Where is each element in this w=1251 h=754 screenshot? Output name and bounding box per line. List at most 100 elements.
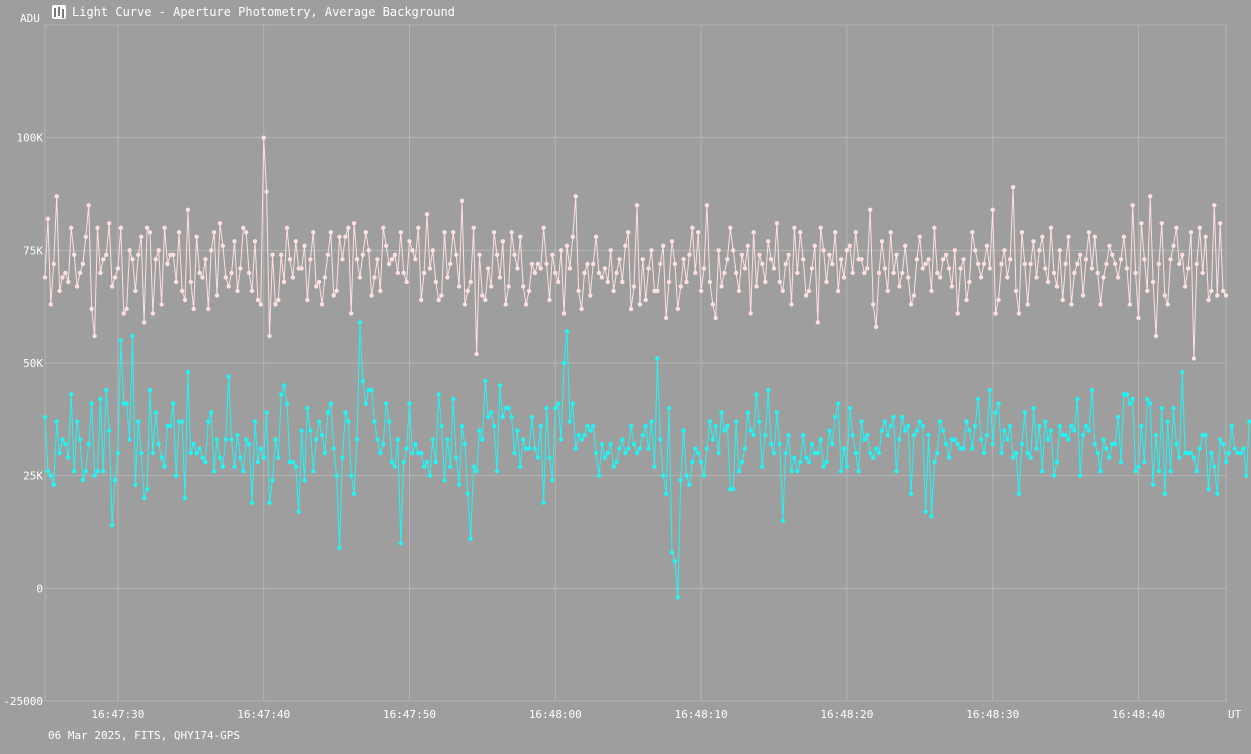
data-point <box>955 311 960 316</box>
data-point <box>783 261 788 267</box>
data-point <box>1031 405 1036 411</box>
data-point <box>384 243 389 248</box>
data-point <box>827 252 832 257</box>
data-point <box>655 356 660 361</box>
data-point <box>421 270 427 276</box>
data-point <box>926 257 931 262</box>
data-point <box>1148 401 1153 406</box>
light-curve-app-icon[interactable] <box>52 5 66 19</box>
data-point <box>1066 437 1071 442</box>
data-point <box>999 450 1004 456</box>
data-point <box>290 459 296 465</box>
data-point <box>1028 455 1033 460</box>
data-point <box>550 478 555 483</box>
x-tick-label: 16:47:30 <box>91 708 144 721</box>
data-point <box>83 469 89 474</box>
data-point <box>661 243 666 248</box>
data-point <box>179 288 185 294</box>
data-point <box>267 333 272 339</box>
data-point <box>439 293 444 298</box>
data-point <box>553 270 558 276</box>
data-point <box>1203 234 1208 239</box>
data-point <box>1191 356 1197 361</box>
data-point <box>471 225 476 230</box>
data-point <box>176 230 182 235</box>
data-point <box>696 450 701 456</box>
data-point <box>351 491 357 496</box>
data-point <box>410 248 415 253</box>
data-point <box>60 437 65 442</box>
data-point <box>532 446 538 451</box>
data-point <box>646 446 651 451</box>
data-point <box>220 243 226 248</box>
data-point <box>538 266 543 271</box>
data-point <box>255 459 261 465</box>
data-point <box>372 275 377 280</box>
data-point <box>95 469 100 474</box>
data-point <box>666 279 672 285</box>
data-point <box>197 270 202 276</box>
data-point <box>1139 423 1144 429</box>
data-point <box>844 464 850 469</box>
data-point <box>990 207 995 212</box>
data-point <box>827 428 832 433</box>
data-point <box>200 455 205 460</box>
data-point <box>710 437 715 442</box>
data-point <box>1043 419 1048 424</box>
data-point <box>544 405 549 411</box>
data-point <box>229 270 234 276</box>
data-point <box>649 419 654 424</box>
x-tick-label: 16:48:10 <box>675 708 728 721</box>
data-point <box>780 518 785 523</box>
data-point <box>404 446 409 451</box>
data-point <box>1025 302 1030 307</box>
data-point <box>1150 279 1156 285</box>
observation-caption: 06 Mar 2025, FITS, QHY174-GPS <box>48 729 241 742</box>
data-point <box>774 410 780 415</box>
data-point <box>246 441 252 447</box>
data-point <box>1139 221 1144 226</box>
data-point <box>150 450 156 456</box>
data-point <box>938 419 943 424</box>
data-point <box>1177 261 1182 267</box>
data-point <box>214 293 220 298</box>
data-point <box>798 230 803 235</box>
data-point <box>856 469 861 474</box>
data-point <box>328 230 333 235</box>
data-point <box>89 306 94 312</box>
data-point <box>299 428 304 433</box>
data-point <box>678 284 683 289</box>
data-point <box>223 437 228 442</box>
data-point <box>812 243 817 248</box>
data-point <box>940 257 946 262</box>
data-point <box>1104 446 1109 451</box>
data-point <box>996 297 1001 303</box>
data-point <box>241 225 246 230</box>
data-point <box>611 288 616 294</box>
x-tick-label: 16:48:40 <box>1112 708 1165 721</box>
data-point <box>643 297 648 303</box>
data-point <box>701 266 707 271</box>
data-point <box>1188 450 1194 456</box>
data-point <box>1002 248 1007 253</box>
data-point <box>987 266 992 271</box>
x-tick-label: 16:47:40 <box>237 708 290 721</box>
data-point <box>1197 225 1203 230</box>
data-point <box>806 459 812 465</box>
data-point <box>69 225 74 230</box>
data-point <box>252 419 258 424</box>
data-point <box>104 387 109 393</box>
data-point <box>77 437 83 442</box>
data-point <box>815 320 820 325</box>
data-point <box>847 405 852 411</box>
data-point <box>72 252 77 257</box>
data-point <box>372 419 377 424</box>
data-point <box>780 288 785 294</box>
data-point <box>249 288 255 294</box>
data-point <box>623 450 628 456</box>
data-point <box>821 248 826 253</box>
data-point <box>1150 482 1156 487</box>
data-point <box>938 275 943 280</box>
data-point <box>296 509 301 514</box>
data-point <box>448 261 453 267</box>
